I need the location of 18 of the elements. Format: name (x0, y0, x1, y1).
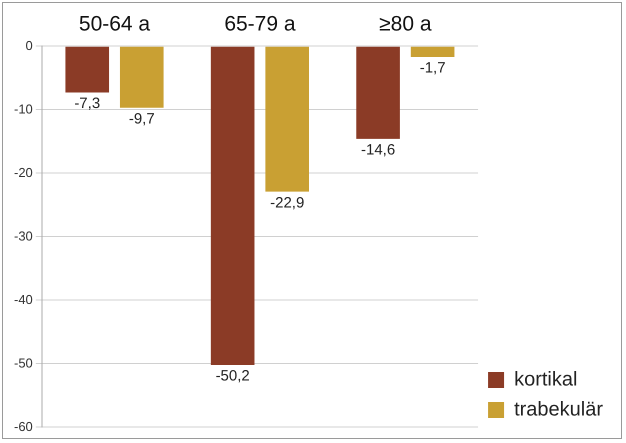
y-tick-label: -20 (14, 164, 33, 180)
legend-label: trabekulär (514, 398, 604, 421)
data-label: -14,6 (360, 142, 396, 159)
y-tick-label: -30 (14, 228, 33, 244)
data-label: -50,2 (216, 368, 250, 385)
legend-label: kortikal (514, 368, 578, 391)
data-label: -22,9 (270, 194, 304, 212)
y-tick-label: -50 (14, 355, 33, 370)
x-tick-label: 65-79 a (224, 12, 296, 36)
x-tick-label: ≥80 a (379, 12, 432, 36)
y-tick-label: -40 (14, 292, 33, 307)
x-tick-label: 50-64 a (78, 12, 150, 36)
data-label: -1,7 (420, 60, 446, 77)
data-label: -7,3 (74, 95, 100, 112)
y-tick-label: -60 (14, 418, 33, 434)
y-tick-label: 0 (26, 38, 33, 53)
data-label: -9,7 (128, 110, 155, 128)
y-tick-label: -10 (14, 101, 33, 116)
